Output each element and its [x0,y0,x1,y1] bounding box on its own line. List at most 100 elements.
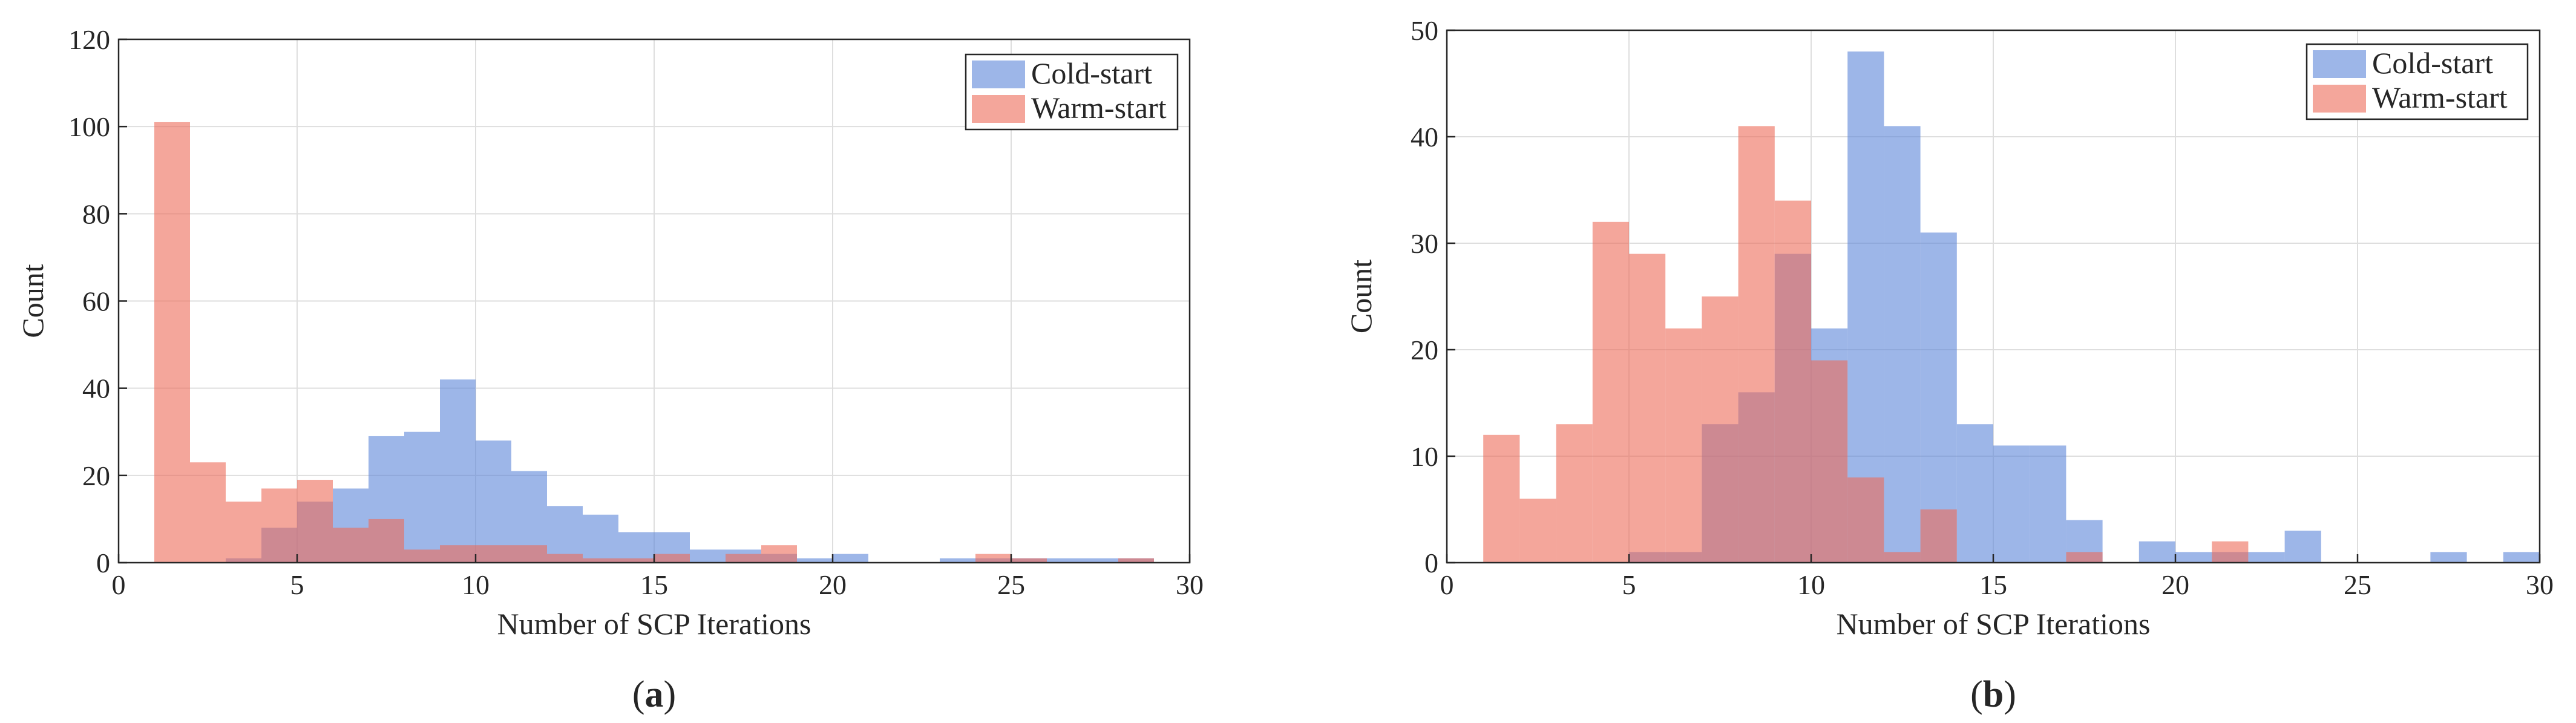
y-tick-label: 80 [82,198,110,229]
legend-swatch-cold-start [2313,50,2366,78]
warm-start-bar [1702,296,1739,563]
y-tick-label: 10 [1411,441,1438,472]
warm-start-bar [1738,126,1775,563]
warm-start-bar [1519,499,1556,563]
warm-start-bar [1665,328,1702,563]
warm-start-bar [476,545,511,563]
cold-start-bar [1083,558,1118,563]
warm-start-bar [1592,221,1629,563]
cold-start-bar [1047,558,1083,563]
cold-start-bar [2430,552,2467,563]
warm-start-bar [1847,477,1884,563]
y-tick-label: 30 [1411,228,1438,259]
warm-start-bar [190,462,226,563]
x-tick-label: 10 [1797,569,1825,600]
legend-label-warm-start: Warm-start [2372,80,2508,114]
x-tick-label: 5 [1622,569,1636,600]
cold-start-bar [1956,424,1993,563]
warm-start-bar [333,528,369,563]
y-axis-label: Count [16,264,50,338]
panel-b-histogram: 0 5 10 15 20 25 30 0 10 20 30 40 50 Number of SCP Ite… [1344,15,2554,715]
warm-start-bar [975,554,1011,563]
cold-start-bar [547,506,583,563]
panel-letter: a [645,674,664,715]
warm-start-bar [404,549,440,563]
warm-start-bar [261,488,297,563]
y-tick-label: 60 [82,286,110,317]
y-tick-label: 40 [82,373,110,404]
cold-start-bar [797,558,833,563]
warm-start-bar [297,480,333,563]
warm-start-bar [2066,552,2103,563]
cold-start-bar [583,514,618,563]
cold-start-bar [833,554,868,563]
warm-start-bar [1118,558,1154,563]
warm-start-bar [1920,509,1957,563]
y-tick-label: 50 [1411,15,1438,46]
y-tick-label: 120 [68,24,110,55]
cold-start-bar [2138,541,2175,563]
y-tick-label: 0 [96,548,110,578]
x-tick-label: 30 [2526,569,2554,600]
cold-start-bar [1920,232,1957,563]
panel-label: (b) [1970,674,2016,715]
warm-start-bar [2212,541,2249,563]
cold-start-bar [404,431,440,563]
cold-start-bar [1993,445,2030,563]
cold-start-bar [2284,531,2321,563]
warm-start-bar [547,554,583,563]
cold-start-bar [618,532,654,563]
x-tick-label: 20 [819,569,847,600]
warm-start-bar [226,502,261,563]
cold-start-bar [440,379,476,563]
y-tick-label: 100 [68,111,110,142]
x-tick-label: 25 [2344,569,2371,600]
x-axis-label: Number of SCP Iterations [1837,607,2151,641]
warm-start-bar [1811,360,1848,563]
x-tick-label: 15 [1979,569,2007,600]
x-tick-label: 5 [290,569,304,600]
cold-start-bar [690,549,726,563]
cold-start-bar [1884,126,1921,563]
warm-start-bar [1774,200,1811,563]
legend-label-warm-start: Warm-start [1031,91,1167,125]
x-tick-label: 0 [1440,569,1454,600]
warm-start-bar [1884,552,1921,563]
x-axis-label: Number of SCP Iterations [497,607,811,641]
cold-start-bar [476,440,511,563]
legend-swatch-warm-start [972,95,1025,123]
y-axis-label: Count [1344,260,1378,333]
warm-start-bar [369,519,404,563]
legend-label-cold-start: Cold-start [2372,46,2493,80]
warm-start-bar [154,122,190,563]
x-tick-label: 25 [997,569,1025,600]
warm-start-bar [1483,434,1520,563]
y-tick-label: 20 [1411,335,1438,365]
panel-letter: b [1983,674,2004,715]
warm-start-bar [440,545,476,563]
warm-start-bar [618,558,654,563]
warm-start-bar [654,554,690,563]
legend-label-cold-start: Cold-start [1031,56,1152,90]
warm-start-bar [1556,424,1593,563]
warm-start-bar [1629,254,1666,563]
panel-a-histogram: 0 5 10 15 20 25 30 0 20 40 60 80 100 120 Number of SCP… [16,24,1204,715]
cold-start-bar [2030,445,2066,563]
cold-start-bar [2175,552,2212,563]
cold-start-bar [2503,552,2540,563]
legend-swatch-cold-start [972,61,1025,88]
cold-start-bar [940,558,975,563]
warm-start-bar [761,545,797,563]
x-tick-label: 10 [462,569,490,600]
x-tick-label: 0 [112,569,126,600]
x-tick-label: 15 [640,569,668,600]
x-tick-label: 20 [2161,569,2189,600]
y-tick-label: 20 [82,460,110,491]
warm-start-bar [583,558,618,563]
warm-start-bar [726,554,761,563]
y-tick-label: 0 [1424,548,1438,578]
cold-start-bar [2248,552,2285,563]
